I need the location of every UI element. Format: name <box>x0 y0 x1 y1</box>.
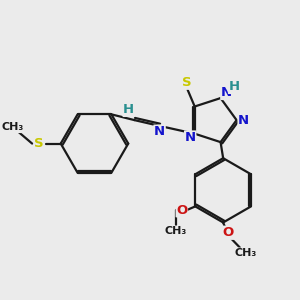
Text: N: N <box>154 125 165 138</box>
Text: H: H <box>123 103 134 116</box>
Text: CH₃: CH₃ <box>235 248 257 258</box>
Text: S: S <box>182 76 192 89</box>
Text: O: O <box>222 226 234 239</box>
Text: CH₃: CH₃ <box>165 226 187 236</box>
Text: N: N <box>238 114 249 127</box>
Text: H: H <box>229 80 240 93</box>
Text: N: N <box>221 86 232 99</box>
Text: O: O <box>176 204 188 217</box>
Text: S: S <box>34 137 44 150</box>
Text: CH₃: CH₃ <box>2 122 24 133</box>
Text: N: N <box>184 131 196 144</box>
